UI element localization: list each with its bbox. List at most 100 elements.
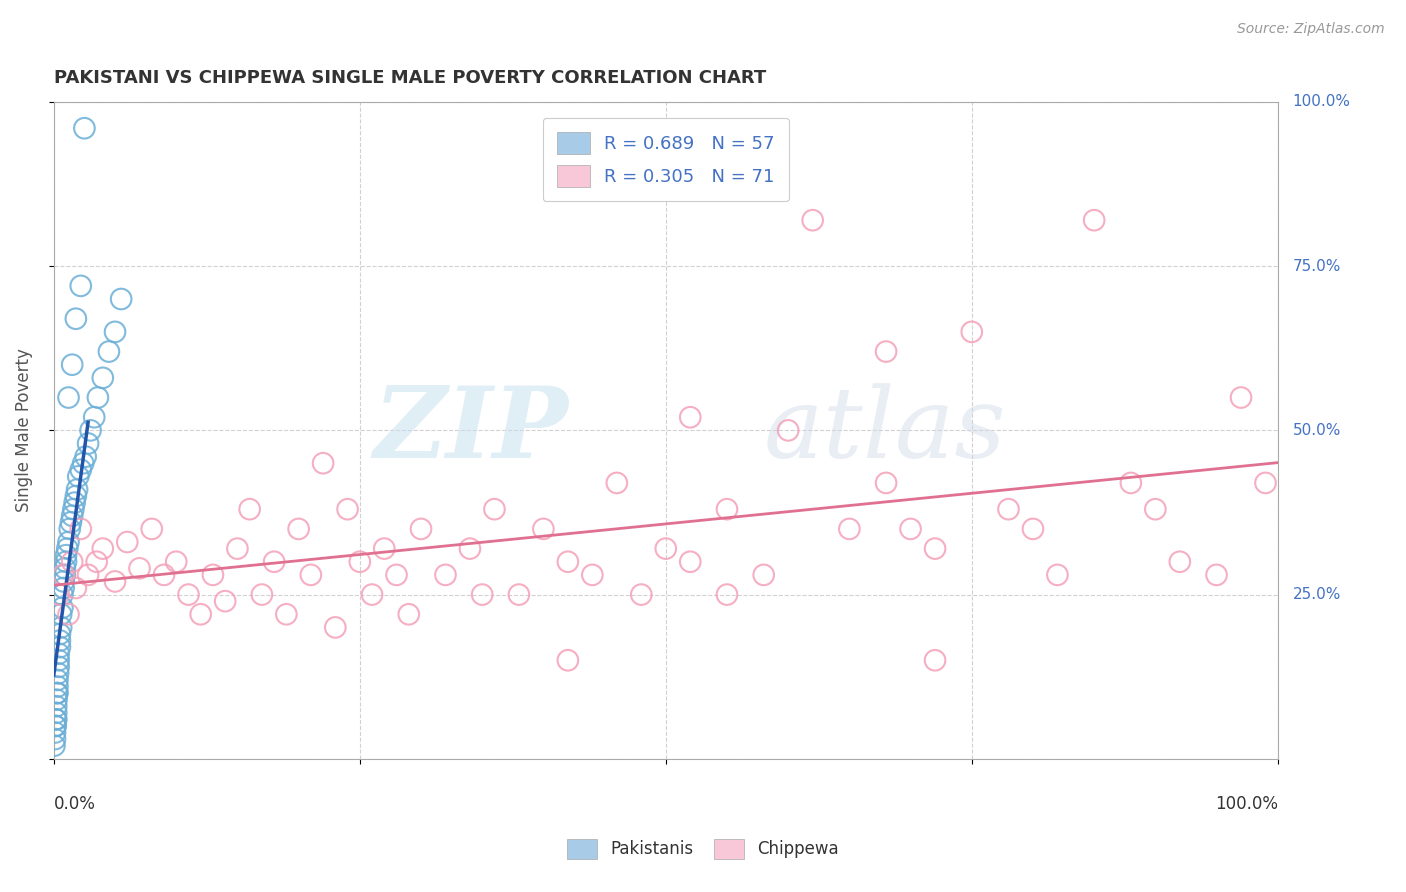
Point [49, 640, 72, 654]
Point [484, 502, 506, 516]
Point [1119, 475, 1142, 490]
Point [51, 607, 73, 622]
Point [250, 588, 273, 602]
Text: atlas: atlas [763, 383, 1007, 478]
Point [46, 666, 69, 681]
Point [45, 686, 67, 700]
Point [630, 588, 652, 602]
Point [508, 588, 530, 602]
Point [44, 739, 66, 753]
Point [51, 588, 73, 602]
Point [75, 450, 97, 464]
Point [190, 607, 212, 622]
Point [48, 588, 70, 602]
Point [110, 292, 132, 306]
Point [60, 508, 83, 523]
Point [60, 555, 83, 569]
Point [263, 555, 285, 569]
Point [72, 456, 94, 470]
Point [997, 502, 1019, 516]
Point [52, 574, 75, 589]
Point [325, 620, 347, 634]
Text: ZIP: ZIP [373, 382, 568, 479]
Point [801, 213, 824, 227]
Point [1046, 567, 1069, 582]
Point [165, 555, 187, 569]
Point [65, 581, 87, 595]
Point [91, 371, 114, 385]
Point [58, 535, 80, 549]
Point [77, 436, 100, 450]
Point [239, 502, 262, 516]
Point [117, 535, 139, 549]
Point [44, 719, 66, 733]
Point [458, 541, 481, 556]
Point [49, 633, 72, 648]
Text: 75.0%: 75.0% [1292, 259, 1341, 274]
Point [1022, 522, 1045, 536]
Point [875, 475, 897, 490]
Point [1230, 391, 1253, 405]
Text: 100.0%: 100.0% [1215, 795, 1278, 813]
Point [1083, 213, 1105, 227]
Point [1205, 567, 1227, 582]
Point [838, 522, 860, 536]
Point [67, 469, 90, 483]
Point [45, 719, 67, 733]
Point [79, 423, 101, 437]
Point [287, 522, 309, 536]
Point [65, 489, 87, 503]
Point [69, 463, 91, 477]
Point [557, 555, 579, 569]
Point [52, 581, 75, 595]
Point [104, 574, 127, 589]
Point [153, 567, 176, 582]
Point [46, 680, 69, 694]
Point [679, 410, 702, 425]
Point [52, 567, 75, 582]
Point [471, 588, 494, 602]
Point [63, 495, 86, 509]
Point [97, 344, 120, 359]
Point [398, 607, 420, 622]
Point [45, 712, 67, 726]
Point [177, 588, 200, 602]
Point [45, 692, 67, 706]
Point [900, 522, 922, 536]
Point [48, 660, 70, 674]
Point [60, 358, 83, 372]
Point [581, 567, 603, 582]
Point [59, 516, 82, 530]
Point [336, 502, 359, 516]
Text: 50.0%: 50.0% [1292, 423, 1341, 438]
Point [385, 567, 408, 582]
Point [55, 555, 77, 569]
Point [104, 325, 127, 339]
Point [58, 607, 80, 622]
Point [87, 391, 110, 405]
Point [361, 588, 384, 602]
Point [299, 567, 322, 582]
Point [960, 325, 983, 339]
Point [128, 561, 150, 575]
Point [91, 541, 114, 556]
Point [73, 121, 96, 136]
Point [924, 541, 946, 556]
Point [53, 561, 76, 575]
Point [53, 567, 76, 582]
Point [312, 456, 335, 470]
Point [1144, 502, 1167, 516]
Point [924, 653, 946, 667]
Point [752, 567, 775, 582]
Point [679, 555, 702, 569]
Legend: Pakistanis, Chippewa: Pakistanis, Chippewa [561, 832, 845, 866]
Point [86, 555, 108, 569]
Point [606, 475, 628, 490]
Point [557, 653, 579, 667]
Point [409, 522, 432, 536]
Point [69, 522, 91, 536]
Point [51, 620, 73, 634]
Point [373, 541, 395, 556]
Point [45, 712, 67, 726]
Point [44, 732, 66, 747]
